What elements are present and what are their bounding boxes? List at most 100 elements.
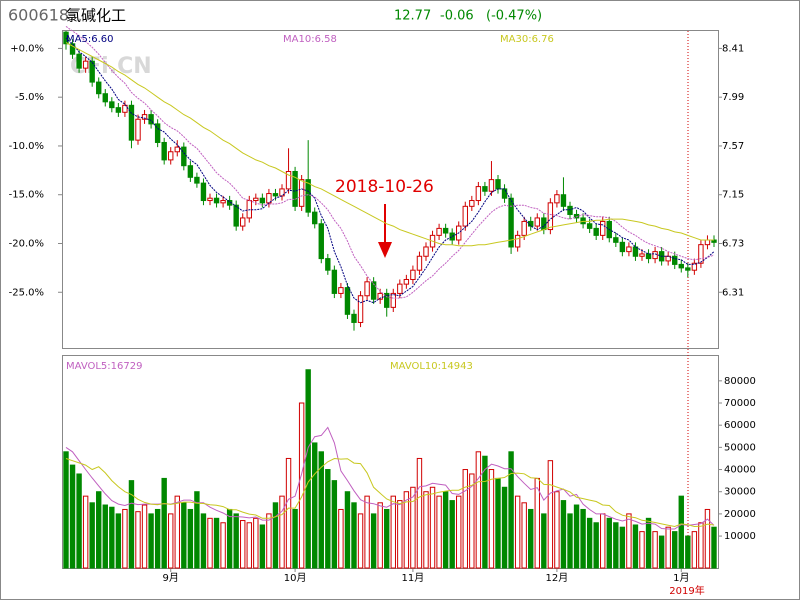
volume-bar [573,504,580,569]
candle-body [685,267,691,271]
candle-body [384,292,390,308]
volume-bar [613,522,619,569]
ma-label: MA10:6.58 [283,34,337,45]
volume-bar [652,531,658,569]
volume-bar [606,517,612,569]
candle-body [639,253,645,257]
candle-body [76,53,82,69]
candle-body [619,241,626,253]
candle-body [357,295,364,323]
volume-bar [462,469,468,569]
volume-bar [403,491,410,569]
candle-body [534,217,540,227]
stock-name: 氯碱化工 [66,7,126,25]
volume-bar [312,442,318,569]
candle-body [102,93,108,103]
candle-body [298,179,305,207]
volume-bar [685,535,691,569]
volume-bar [233,513,239,569]
ma-label: MA30:6.76 [500,34,554,45]
candle-body [174,146,180,153]
volume-bar [482,455,488,569]
x-tick-label: 9月 [163,572,179,584]
candle-body [63,31,69,45]
candle-body [292,171,298,207]
candle-body [403,278,410,285]
volume-bar [194,491,200,569]
volume-bar [429,486,436,569]
volume-bar [115,513,122,569]
volume-bar [691,531,698,569]
volume-bar [305,369,311,569]
candle-body [220,200,226,204]
candle-body [200,182,207,202]
volume-bar [423,491,429,569]
volume-bar [351,502,357,569]
x-tick-label: 10月 [284,572,307,584]
candle-body [567,205,573,215]
volume-bar [488,469,495,569]
volume-bar [645,517,652,569]
volume-bar [272,502,279,569]
mavol-label: MAVOL10:14943 [390,361,473,372]
candle-body [128,104,135,141]
candle-body [135,118,141,141]
v-tick-label: 50000 [724,442,756,453]
candle-body [626,246,632,253]
candle-body [645,253,652,260]
y-pct-tick-label: -10.0% [9,141,44,152]
candle-body [528,220,534,227]
volume-panel [62,355,719,569]
candle-body [69,43,76,55]
y-tick-label: 7.15 [722,190,744,201]
volume-bar [122,508,128,569]
candle-body [482,186,488,192]
volume-bar [567,513,573,569]
candle-body [187,165,194,178]
volume-bar [560,500,567,569]
volume-bar [135,511,141,569]
v-tick-label: 30000 [724,487,756,498]
ma-line [65,426,715,530]
annotation-arrowhead [378,242,392,258]
candle-body [344,287,351,315]
volume-bar [580,508,586,569]
candle-body [305,179,311,213]
x-tick-label: 1月 [673,572,689,584]
candle-body [488,179,495,192]
candle-body [122,104,128,113]
candle-body [691,262,698,271]
candle-body [652,251,658,260]
volume-bar [384,508,390,569]
v-tick-label: 80000 [724,376,756,387]
volume-bar [187,508,194,569]
volume-bar [292,508,298,569]
candle-body [521,220,527,236]
volume-bar [331,480,338,569]
volume-bar [711,526,717,569]
x-tick-label: 12月 [546,572,569,584]
volume-bar [69,464,76,569]
candle-body [194,176,200,184]
volume-bar [475,451,482,569]
candle-body [312,211,318,225]
v-tick-label: 40000 [724,465,756,476]
candle-body [593,227,599,236]
volume-bar [226,508,233,569]
candle-body [240,217,246,227]
candle-body [233,204,239,227]
volume-bar [632,524,639,569]
volume-bar [148,513,154,569]
volume-bar [109,506,115,569]
volume-bar [240,520,246,569]
volume-bar [298,402,305,569]
y-tick-label: 6.73 [722,238,744,249]
y-pct-tick-label: -5.0% [15,92,44,103]
volume-bar [528,508,534,569]
candle-body [318,223,324,260]
v-tick-label: 20000 [724,509,756,520]
y-pct-tick-label: +0.0% [10,43,44,54]
volume-bar [161,477,167,569]
year-label: 2019年 [669,584,704,597]
